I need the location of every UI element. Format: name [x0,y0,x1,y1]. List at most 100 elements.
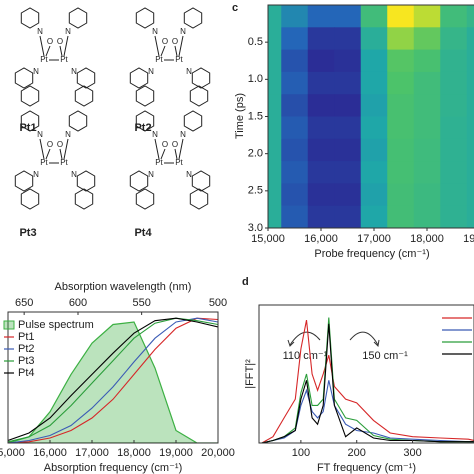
heat-cell [334,138,362,162]
heat-cell [281,116,309,140]
structure-label: Pt4 [134,227,152,239]
ring [191,67,211,89]
heat-cell [440,5,468,28]
heat-cell [307,27,335,51]
heat-cell [440,116,468,140]
bond [154,35,184,61]
atom-label: Pt [60,55,68,64]
panel-label: c [232,2,238,14]
x2-axis-label: Absorption wavelength (nm) [55,281,192,293]
ring [14,67,34,89]
heat-cell [268,71,282,95]
arrowhead [287,339,295,347]
line [8,317,218,443]
heat-cell [387,27,415,51]
heat-cell [413,94,441,117]
ring [183,7,203,29]
x-tick-label: 15,000 [0,447,25,459]
heat-cell [466,183,474,207]
ring [68,110,88,132]
atom-label: O [172,140,178,149]
heat-cell [268,183,282,207]
heat-cell [281,205,309,229]
heat-cell [413,49,441,73]
x-tick-label: 16,000 [304,233,338,245]
atom-label: O [47,140,53,149]
x-tick-label: 19,000 [463,233,474,245]
atom-label: O [57,140,63,149]
y-tick-label: 1.5 [248,110,263,122]
plot-frame [258,304,474,444]
atom-label: N [152,27,158,36]
legend-label: Pt3 [18,355,35,367]
heat-cell [281,5,309,28]
arrow [289,331,321,346]
y-axis-label: |FFT|² [244,359,256,389]
y-tick-label: 1.0 [248,73,263,85]
atom-label: Pt [40,55,48,64]
x-tick-label: 200 [348,447,366,459]
annotation: 150 cm⁻¹ [362,350,408,362]
heat-cell [281,183,309,207]
atom-label: N [37,130,43,139]
x-axis-label: Probe frequency (cm⁻¹) [314,248,429,260]
x-tick-label: 18,000 [410,233,444,245]
heat-cell [334,205,362,229]
arrowhead [373,339,380,348]
heat-cell [334,71,362,95]
legend-label: Pt1 [18,331,35,343]
ring [74,85,94,107]
heat-cell [466,49,474,73]
bond [39,35,69,61]
ring [135,85,155,107]
atom-label: Pt [40,158,48,167]
heat-cell [334,5,362,28]
area [8,321,218,443]
x-tick-label: 300 [403,447,421,459]
heat-cell [440,49,468,73]
ring [20,110,40,132]
structure-label: Pt2 [134,122,151,134]
heat-cell [307,116,335,140]
atom-label: O [57,37,63,46]
ring [20,188,40,210]
heat-cell [413,161,441,184]
atom-label: N [65,130,71,139]
structure-label: Pt3 [19,227,36,239]
heat-cell [387,94,415,117]
heat-cell [281,94,309,117]
heat-cell [268,161,282,184]
line [8,317,218,442]
legend-swatch [3,320,15,330]
heat-cell [268,138,282,162]
x-tick-label: 16,000 [33,447,67,459]
line [261,380,474,443]
heat-cell [387,205,415,229]
heat-cell [440,183,468,207]
line [261,317,474,443]
bond [39,138,69,164]
line [261,319,474,443]
atom-label: N [180,27,186,36]
heat-cell [334,183,362,207]
panel-label: d [242,276,249,288]
heat-cell [307,5,335,28]
heat-cell [281,161,309,184]
ring [135,188,155,210]
y-tick-label: 2.5 [248,185,263,197]
legend-label: Pt4 [18,367,35,379]
y-tick-label: 3.0 [248,222,263,234]
heat-cell [440,138,468,162]
x-tick-label: 20,000 [201,447,235,459]
atom-label: N [152,130,158,139]
x-axis-label: Absorption frequency (cm⁻¹) [44,462,182,474]
atom-label: N [180,130,186,139]
heat-cell [413,205,441,229]
atom-label: Pt [155,158,163,167]
x-axis-label: FT frequency (cm⁻¹) [317,462,416,474]
plot [8,317,218,443]
heat-cell [268,116,282,140]
atom-label: N [186,170,192,179]
heat-cell [466,138,474,162]
